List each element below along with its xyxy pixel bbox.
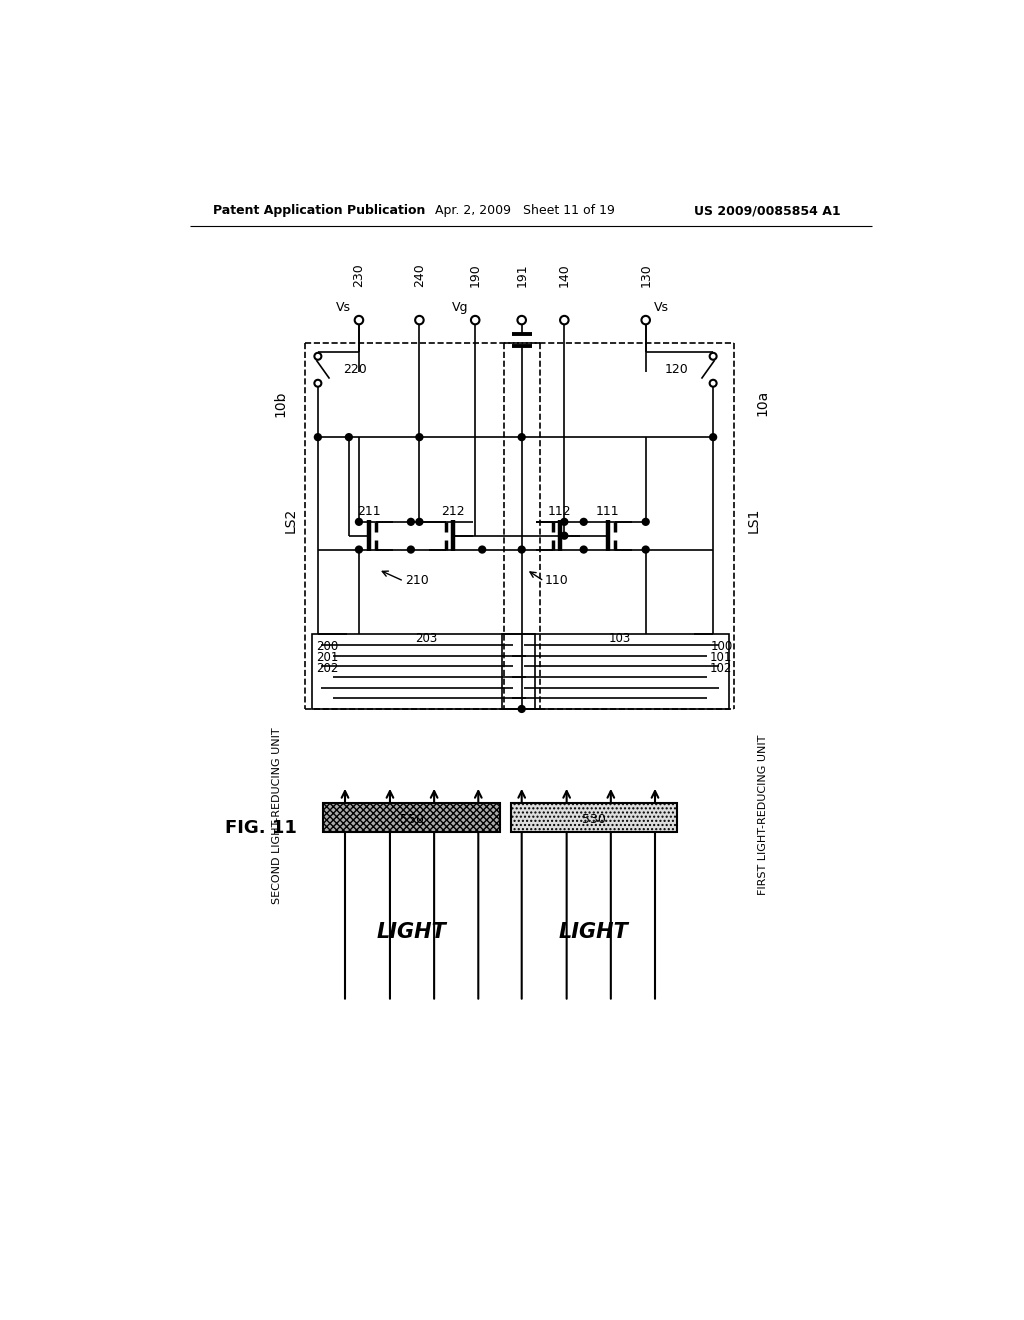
Circle shape — [643, 546, 649, 553]
Circle shape — [356, 546, 362, 553]
Text: LS1: LS1 — [746, 508, 761, 533]
Text: Patent Application Publication: Patent Application Publication — [213, 205, 426, 218]
Text: LIGHT: LIGHT — [377, 923, 446, 942]
Circle shape — [581, 546, 587, 553]
Text: Vs: Vs — [653, 301, 669, 314]
Text: 112: 112 — [548, 504, 571, 517]
Circle shape — [417, 434, 423, 441]
Text: Vs: Vs — [336, 301, 351, 314]
Circle shape — [346, 434, 352, 441]
Text: 202: 202 — [316, 663, 339, 676]
Text: 102: 102 — [710, 663, 732, 676]
Text: 101: 101 — [710, 651, 732, 664]
Text: 203: 203 — [415, 632, 437, 645]
Bar — [511, 803, 678, 832]
Text: 111: 111 — [596, 504, 620, 517]
Circle shape — [417, 519, 423, 525]
Text: 210: 210 — [406, 574, 429, 587]
Text: 10a: 10a — [756, 391, 770, 416]
Text: 190: 190 — [469, 264, 481, 288]
Text: 201: 201 — [316, 651, 339, 664]
Text: US 2009/0085854 A1: US 2009/0085854 A1 — [694, 205, 841, 218]
Text: 550: 550 — [399, 813, 424, 825]
Circle shape — [479, 546, 485, 553]
Circle shape — [408, 546, 414, 553]
Bar — [503, 635, 729, 709]
Text: 211: 211 — [357, 504, 381, 517]
Circle shape — [710, 434, 716, 441]
Text: LIGHT: LIGHT — [559, 923, 629, 942]
Text: Vg: Vg — [452, 301, 468, 314]
Text: SECOND LIGHT-REDUCING UNIT: SECOND LIGHT-REDUCING UNIT — [271, 727, 282, 903]
Text: 240: 240 — [413, 264, 426, 288]
Bar — [324, 803, 500, 832]
Text: 140: 140 — [558, 264, 570, 288]
Circle shape — [643, 519, 649, 525]
Text: Apr. 2, 2009   Sheet 11 of 19: Apr. 2, 2009 Sheet 11 of 19 — [435, 205, 614, 218]
Circle shape — [518, 434, 525, 441]
Circle shape — [314, 434, 321, 441]
Circle shape — [561, 532, 567, 539]
Text: 130: 130 — [639, 264, 652, 288]
Bar — [311, 635, 535, 709]
Text: 220: 220 — [343, 363, 367, 376]
Text: 530: 530 — [582, 813, 606, 825]
Text: FIRST LIGHT-REDUCING UNIT: FIRST LIGHT-REDUCING UNIT — [759, 735, 768, 895]
Text: 100: 100 — [711, 640, 732, 653]
Text: 10b: 10b — [273, 389, 288, 417]
Circle shape — [518, 706, 525, 711]
Text: 120: 120 — [665, 363, 688, 376]
Text: 110: 110 — [545, 574, 568, 587]
Text: FIG. 11: FIG. 11 — [225, 820, 297, 837]
Circle shape — [561, 519, 567, 525]
Text: 191: 191 — [515, 264, 528, 288]
Circle shape — [356, 519, 362, 525]
Text: 230: 230 — [352, 264, 366, 288]
Circle shape — [581, 519, 587, 525]
Circle shape — [408, 519, 414, 525]
Text: LS2: LS2 — [284, 508, 298, 533]
Circle shape — [518, 546, 525, 553]
Text: 212: 212 — [441, 504, 465, 517]
Text: 200: 200 — [316, 640, 339, 653]
Text: 103: 103 — [608, 632, 631, 645]
